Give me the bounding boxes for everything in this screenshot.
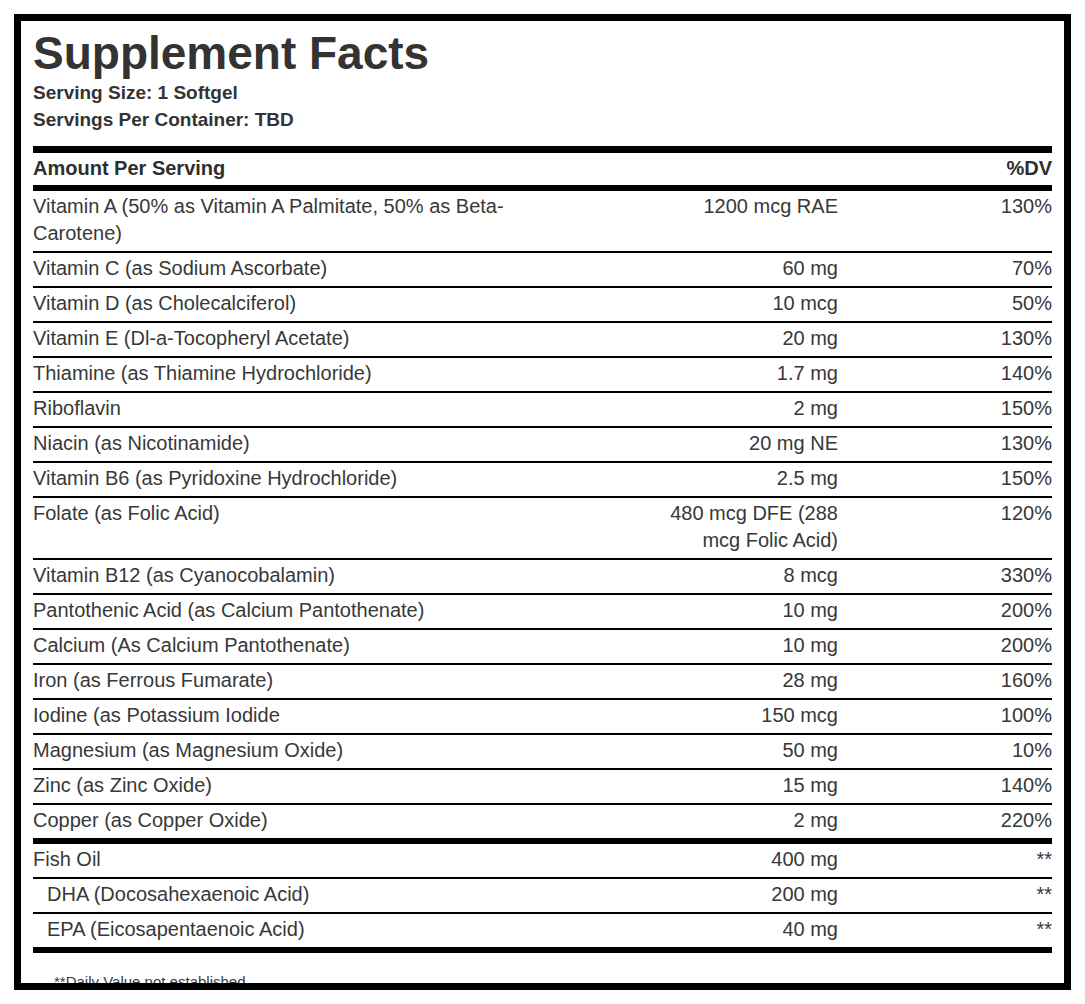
nutrient-dv: 150% (838, 465, 1052, 492)
nutrient-name: Thiamine (as Thiamine Hydrochloride) (33, 360, 568, 387)
table-row: Iodine (as Potassium Iodide 150 mcg 100% (33, 698, 1052, 733)
nutrient-dv: 200% (838, 597, 1052, 624)
nutrient-dv: ** (838, 916, 1052, 943)
nutrient-dv: 120% (838, 500, 1052, 527)
table-row: Vitamin B6 (as Pyridoxine Hydrochloride)… (33, 461, 1052, 496)
nutrient-amount: 28 mg (568, 667, 838, 694)
nutrient-amount: 480 mcg DFE (288 mcg Folic Acid) (568, 500, 838, 554)
nutrient-dv: 10% (838, 737, 1052, 764)
nutrient-name: Niacin (as Nicotinamide) (33, 430, 568, 457)
nutrient-name: Folate (as Folic Acid) (33, 500, 568, 527)
nutrient-name: Riboflavin (33, 395, 568, 422)
table-row: Niacin (as Nicotinamide) 20 mg NE 130% (33, 426, 1052, 461)
table-row: Magnesium (as Magnesium Oxide) 50 mg 10% (33, 733, 1052, 768)
table-row: Vitamin B12 (as Cyanocobalamin) 8 mcg 33… (33, 558, 1052, 593)
table-row: Thiamine (as Thiamine Hydrochloride) 1.7… (33, 356, 1052, 391)
nutrient-name: Vitamin C (as Sodium Ascorbate) (33, 255, 568, 282)
nutrient-name: DHA (Docosahexaenoic Acid) (33, 881, 568, 908)
nutrient-amount: 60 mg (568, 255, 838, 282)
nutrient-amount: 10 mg (568, 632, 838, 659)
supplement-facts-sheet: Supplement Facts Serving Size: 1 Softgel… (0, 0, 1085, 1004)
nutrient-amount: 1.7 mg (568, 360, 838, 387)
nutrient-dv: 150% (838, 395, 1052, 422)
nutrient-name: Calcium (As Calcium Pantothenate) (33, 632, 568, 659)
nutrient-amount: 8 mcg (568, 562, 838, 589)
nutrient-amount: 20 mg NE (568, 430, 838, 457)
nutrient-amount: 2.5 mg (568, 465, 838, 492)
supplement-facts-panel: Supplement Facts Serving Size: 1 Softgel… (14, 14, 1071, 990)
table-row: Vitamin C (as Sodium Ascorbate) 60 mg 70… (33, 251, 1052, 286)
nutrient-dv: 200% (838, 632, 1052, 659)
amount-per-serving-header: Amount Per Serving (33, 157, 225, 180)
nutrient-amount: 40 mg (568, 916, 838, 943)
table-row: Calcium (As Calcium Pantothenate) 10 mg … (33, 628, 1052, 663)
daily-value-footnote: **Daily Value not established (54, 972, 1052, 990)
nutrient-dv: 140% (838, 360, 1052, 387)
table-row: Fish Oil 400 mg ** (33, 838, 1052, 877)
nutrient-amount: 1200 mcg RAE (568, 193, 838, 220)
nutrient-name: Vitamin B12 (as Cyanocobalamin) (33, 562, 568, 589)
table-row: Iron (as Ferrous Fumarate) 28 mg 160% (33, 663, 1052, 698)
nutrient-amount: 50 mg (568, 737, 838, 764)
panel-title: Supplement Facts (33, 27, 1052, 79)
nutrient-dv: 100% (838, 702, 1052, 729)
nutrient-dv: ** (838, 846, 1052, 873)
nutrient-name: Vitamin E (Dl-a-Tocopheryl Acetate) (33, 325, 568, 352)
nutrient-amount: 10 mcg (568, 290, 838, 317)
nutrient-amount: 2 mg (568, 395, 838, 422)
table-header-row: Amount Per Serving %DV (33, 146, 1052, 191)
servings-per-container-line: Servings Per Container: TBD (33, 106, 1052, 133)
nutrient-name: Pantothenic Acid (as Calcium Pantothenat… (33, 597, 568, 624)
nutrient-amount: 150 mcg (568, 702, 838, 729)
nutrient-name: EPA (Eicosapentaenoic Acid) (33, 916, 568, 943)
table-row: Vitamin D (as Cholecalciferol) 10 mcg 50… (33, 286, 1052, 321)
nutrient-name: Fish Oil (33, 846, 568, 873)
nutrient-dv: 140% (838, 772, 1052, 799)
table-row: Zinc (as Zinc Oxide) 15 mg 140% (33, 768, 1052, 803)
nutrient-dv: 160% (838, 667, 1052, 694)
serving-size-line: Serving Size: 1 Softgel (33, 79, 1052, 106)
title-block: Supplement Facts Serving Size: 1 Softgel… (33, 21, 1052, 146)
nutrient-amount: 200 mg (568, 881, 838, 908)
nutrient-name: Vitamin D (as Cholecalciferol) (33, 290, 568, 317)
nutrient-dv: 130% (838, 193, 1052, 220)
nutrient-amount: 15 mg (568, 772, 838, 799)
nutrient-dv: 330% (838, 562, 1052, 589)
nutrient-name: Magnesium (as Magnesium Oxide) (33, 737, 568, 764)
table-row: Folate (as Folic Acid) 480 mcg DFE (288 … (33, 496, 1052, 558)
nutrient-name: Iodine (as Potassium Iodide (33, 702, 568, 729)
nutrient-rows: Vitamin A (50% as Vitamin A Palmitate, 5… (33, 191, 1052, 947)
percent-dv-header: %DV (1006, 157, 1052, 180)
table-row: DHA (Docosahexaenoic Acid) 200 mg ** (33, 877, 1052, 912)
table-row: Riboflavin 2 mg 150% (33, 391, 1052, 426)
nutrient-dv: 220% (838, 807, 1052, 834)
nutrient-name: Copper (as Copper Oxide) (33, 807, 568, 834)
nutrient-name: Iron (as Ferrous Fumarate) (33, 667, 568, 694)
table-row: Copper (as Copper Oxide) 2 mg 220% (33, 803, 1052, 838)
nutrient-amount: 20 mg (568, 325, 838, 352)
nutrient-amount: 400 mg (568, 846, 838, 873)
nutrient-amount: 2 mg (568, 807, 838, 834)
nutrient-name: Zinc (as Zinc Oxide) (33, 772, 568, 799)
table-row: Vitamin E (Dl-a-Tocopheryl Acetate) 20 m… (33, 321, 1052, 356)
table-row: EPA (Eicosapentaenoic Acid) 40 mg ** (33, 912, 1052, 947)
table-row: Vitamin A (50% as Vitamin A Palmitate, 5… (33, 191, 1052, 251)
nutrient-dv: ** (838, 881, 1052, 908)
nutrient-dv: 70% (838, 255, 1052, 282)
nutrient-dv: 130% (838, 430, 1052, 457)
footnote-section: **Daily Value not established (33, 947, 1052, 990)
nutrient-amount: 10 mg (568, 597, 838, 624)
nutrient-name: Vitamin B6 (as Pyridoxine Hydrochloride) (33, 465, 568, 492)
nutrient-dv: 50% (838, 290, 1052, 317)
nutrient-dv: 130% (838, 325, 1052, 352)
table-row: Pantothenic Acid (as Calcium Pantothenat… (33, 593, 1052, 628)
nutrient-name: Vitamin A (50% as Vitamin A Palmitate, 5… (33, 193, 568, 247)
